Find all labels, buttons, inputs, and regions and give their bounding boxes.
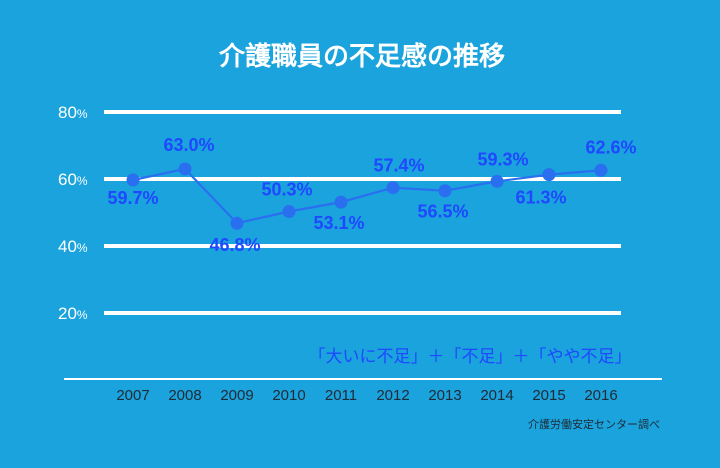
data-point-2013 xyxy=(438,184,452,198)
y-axis-ticks: 20% 40% 60% 80% xyxy=(58,103,88,323)
data-labels: 59.7% 63.0% 46.8% 50.3%53.1% 57.4% 56.5% 59.3%… xyxy=(107,135,636,255)
x-tick-label-2016: 2016 xyxy=(584,387,617,404)
y-tick-unit: % xyxy=(77,107,88,121)
x-tick-label-2008: 2008 xyxy=(168,387,201,404)
y-tick-label-20: 20% xyxy=(58,304,88,323)
y-tick-label-80: 80% xyxy=(58,103,88,122)
x-axis-ticks: 2007 2008 2009 2010 2011 2012 2013 2014 2015 2016 xyxy=(116,387,617,404)
y-tick-unit: % xyxy=(77,308,88,322)
series-line xyxy=(132,167,602,225)
data-label-2015: 61.3% xyxy=(515,188,566,208)
data-point-2011 xyxy=(334,195,348,209)
data-point-2016 xyxy=(594,163,608,177)
y-tick-label-40: 40% xyxy=(58,237,88,256)
data-label-2012: 57.4% xyxy=(373,156,424,176)
data-label-2011: 53.1% xyxy=(313,213,364,233)
source-note: 介護労働安定センター調べ xyxy=(528,417,660,431)
data-label-2014: 59.3% xyxy=(477,149,528,169)
data-label-2013: 56.5% xyxy=(417,202,468,222)
x-tick-label-2015: 2015 xyxy=(532,387,565,404)
data-point-2007 xyxy=(126,173,140,187)
grid-lines xyxy=(104,110,621,315)
data-point-2010 xyxy=(282,204,296,218)
data-point-2014 xyxy=(490,174,504,188)
x-tick-label-2014: 2014 xyxy=(480,387,513,404)
x-tick-label-2011: 2011 xyxy=(325,387,357,404)
x-tick-label-2007: 2007 xyxy=(116,387,149,404)
data-label-2010: 50.3% xyxy=(261,179,312,199)
x-tick-label-2009: 2009 xyxy=(220,387,253,404)
x-tick-label-2013: 2013 xyxy=(428,387,461,404)
series-annotation: 「大いに不足」＋「不足」＋「やや不足」 xyxy=(309,347,632,367)
data-label-2016: 62.6% xyxy=(585,137,636,157)
data-point-2012 xyxy=(386,181,400,195)
x-tick-label-2012: 2012 xyxy=(376,387,409,404)
x-tick-label-2010: 2010 xyxy=(272,387,305,404)
y-tick-unit: % xyxy=(77,174,88,188)
data-label-2008: 63.0% xyxy=(163,135,214,155)
y-tick-label-60: 60% xyxy=(58,170,88,189)
data-point-2015 xyxy=(542,168,556,182)
chart-title: 介護職員の不足感の推移 xyxy=(218,41,505,72)
data-label-2007: 59.7% xyxy=(107,188,158,208)
data-point-2008 xyxy=(178,162,192,176)
series-line-group xyxy=(126,162,608,230)
data-label-2009: 46.8% xyxy=(209,235,260,255)
y-tick-unit: % xyxy=(77,241,88,255)
data-point-2009 xyxy=(230,216,244,230)
